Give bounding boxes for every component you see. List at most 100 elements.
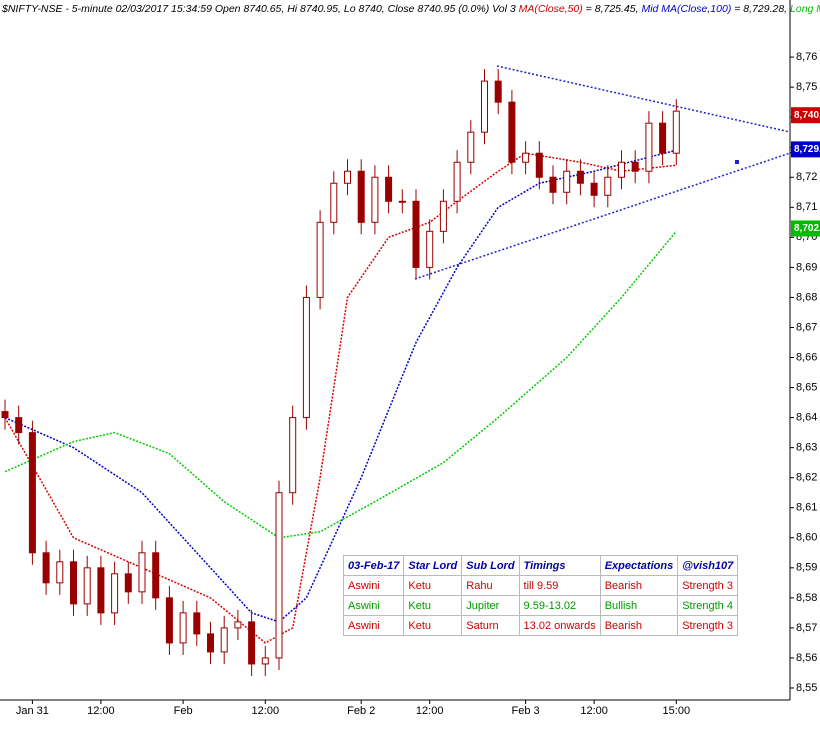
astro-table: 03-Feb-17 Star Lord Sub Lord Timings Expecta… [342, 555, 739, 636]
candle-body [618, 161, 625, 178]
table-cell: Ketu [403, 595, 463, 616]
header-cell: Expectations [599, 555, 679, 576]
candle-body [193, 612, 201, 635]
x-tick-label: 12:00 [580, 705, 608, 717]
table-cell: Ketu [403, 575, 463, 596]
trend-line [496, 65, 791, 133]
candle-body [535, 152, 543, 178]
y-tick-label: 8,64 [796, 412, 817, 424]
table-cell: Strength 4 [677, 595, 739, 616]
candle-body [508, 101, 516, 163]
candle-body [248, 621, 256, 665]
candle-body [371, 176, 379, 223]
x-tick-label: Feb [174, 705, 193, 717]
table-cell: Bearish [599, 615, 679, 636]
x-tick-label: 12:00 [416, 705, 444, 717]
candle-body [302, 296, 310, 419]
candle-body [42, 552, 50, 584]
price-marker [791, 220, 820, 237]
candle-body [412, 200, 420, 268]
title-part: = 8,729.28, [731, 3, 790, 15]
y-tick-label: 8,62 [796, 472, 817, 484]
candle-body [15, 417, 23, 434]
table-cell: 13.02 onwards [518, 615, 601, 636]
y-tick-label: 8,71 [796, 201, 817, 213]
y-tick-label: 8,76 [796, 51, 817, 63]
price-marker [791, 141, 820, 158]
table-cell: 9.59-13.02 [518, 595, 601, 616]
price-marker [791, 107, 820, 124]
y-tick-label: 8,58 [796, 592, 817, 604]
x-tick-label: Feb 3 [512, 705, 540, 717]
y-tick-label: 8,69 [796, 261, 817, 273]
candle-body [398, 200, 406, 203]
candle-body [275, 492, 283, 659]
candle-body [207, 633, 214, 653]
title-part: MA(Close,50) [519, 3, 583, 15]
table-cell: Aswini [342, 595, 405, 616]
y-tick-label: 8,61 [796, 502, 817, 514]
candle-body [645, 122, 653, 172]
price-marker-label: 8,729. [794, 144, 820, 155]
candle-body [152, 552, 160, 599]
table-cell: Aswini [342, 575, 405, 596]
y-tick-label: 8,55 [796, 682, 817, 694]
trend-point [735, 160, 739, 164]
trend-line [414, 142, 820, 280]
table-cell: Bearish [599, 575, 679, 596]
candle-body [549, 176, 557, 193]
candle-body [261, 657, 269, 665]
moving-average [4, 152, 677, 644]
candle-body [97, 567, 105, 614]
candle-body [179, 612, 187, 644]
candle-body [316, 221, 324, 298]
candle-body [494, 80, 502, 103]
x-tick-label: 12:00 [87, 705, 115, 717]
price-marker-label: 8,740. [794, 110, 820, 121]
header-cell: Star Lord [403, 555, 463, 576]
table-header: 03-Feb-17 Star Lord Sub Lord Timings Expecta… [342, 555, 739, 576]
x-tick-label: Feb 2 [347, 705, 375, 717]
candle-body [28, 432, 36, 554]
candle-body [590, 182, 598, 196]
candle-body [439, 200, 447, 232]
x-tick-label: 15:00 [663, 705, 691, 717]
candle-body [481, 80, 488, 133]
y-tick-label: 8,72 [796, 171, 817, 183]
table-cell: Strength 3 [677, 615, 739, 636]
y-tick-label: 8,56 [796, 652, 817, 664]
header-cell: Sub Lord [461, 555, 520, 576]
y-tick-label: 8,63 [796, 442, 817, 454]
table-cell: Jupiter [461, 595, 520, 616]
table-cell: Aswini [342, 615, 405, 636]
x-tick-label: Jan 31 [16, 705, 49, 717]
chart-title: $NIFTY-NSE - 5-minute 02/03/2017 15:34:5… [1, 3, 820, 15]
candle-body [220, 627, 228, 653]
candle-body [138, 552, 146, 593]
candle-body [604, 176, 612, 196]
candle-body [111, 573, 119, 614]
candle-body [576, 170, 584, 184]
candle-body [124, 573, 132, 593]
candle-body [672, 110, 680, 154]
y-tick-label: 8,65 [796, 381, 817, 393]
candle-body [563, 170, 571, 193]
y-tick-label: 8,67 [796, 321, 817, 333]
candle-body [659, 122, 667, 154]
candle-body [344, 170, 351, 184]
candle-body [467, 131, 475, 163]
candle-body [83, 567, 91, 605]
y-tick-label: 8,66 [796, 351, 817, 363]
y-tick-label: 8,59 [796, 562, 817, 574]
candle-body [385, 176, 393, 202]
candle-body [522, 152, 530, 163]
candle-body [631, 161, 639, 172]
moving-average [4, 230, 677, 539]
title-part: $NIFTY-NSE - 5-minute 02/03/2017 15:34:5… [1, 3, 519, 15]
candle-body [453, 161, 461, 202]
table-cell: Ketu [403, 615, 463, 636]
table-cell: Strength 3 [677, 575, 739, 596]
candle-body [357, 170, 365, 223]
